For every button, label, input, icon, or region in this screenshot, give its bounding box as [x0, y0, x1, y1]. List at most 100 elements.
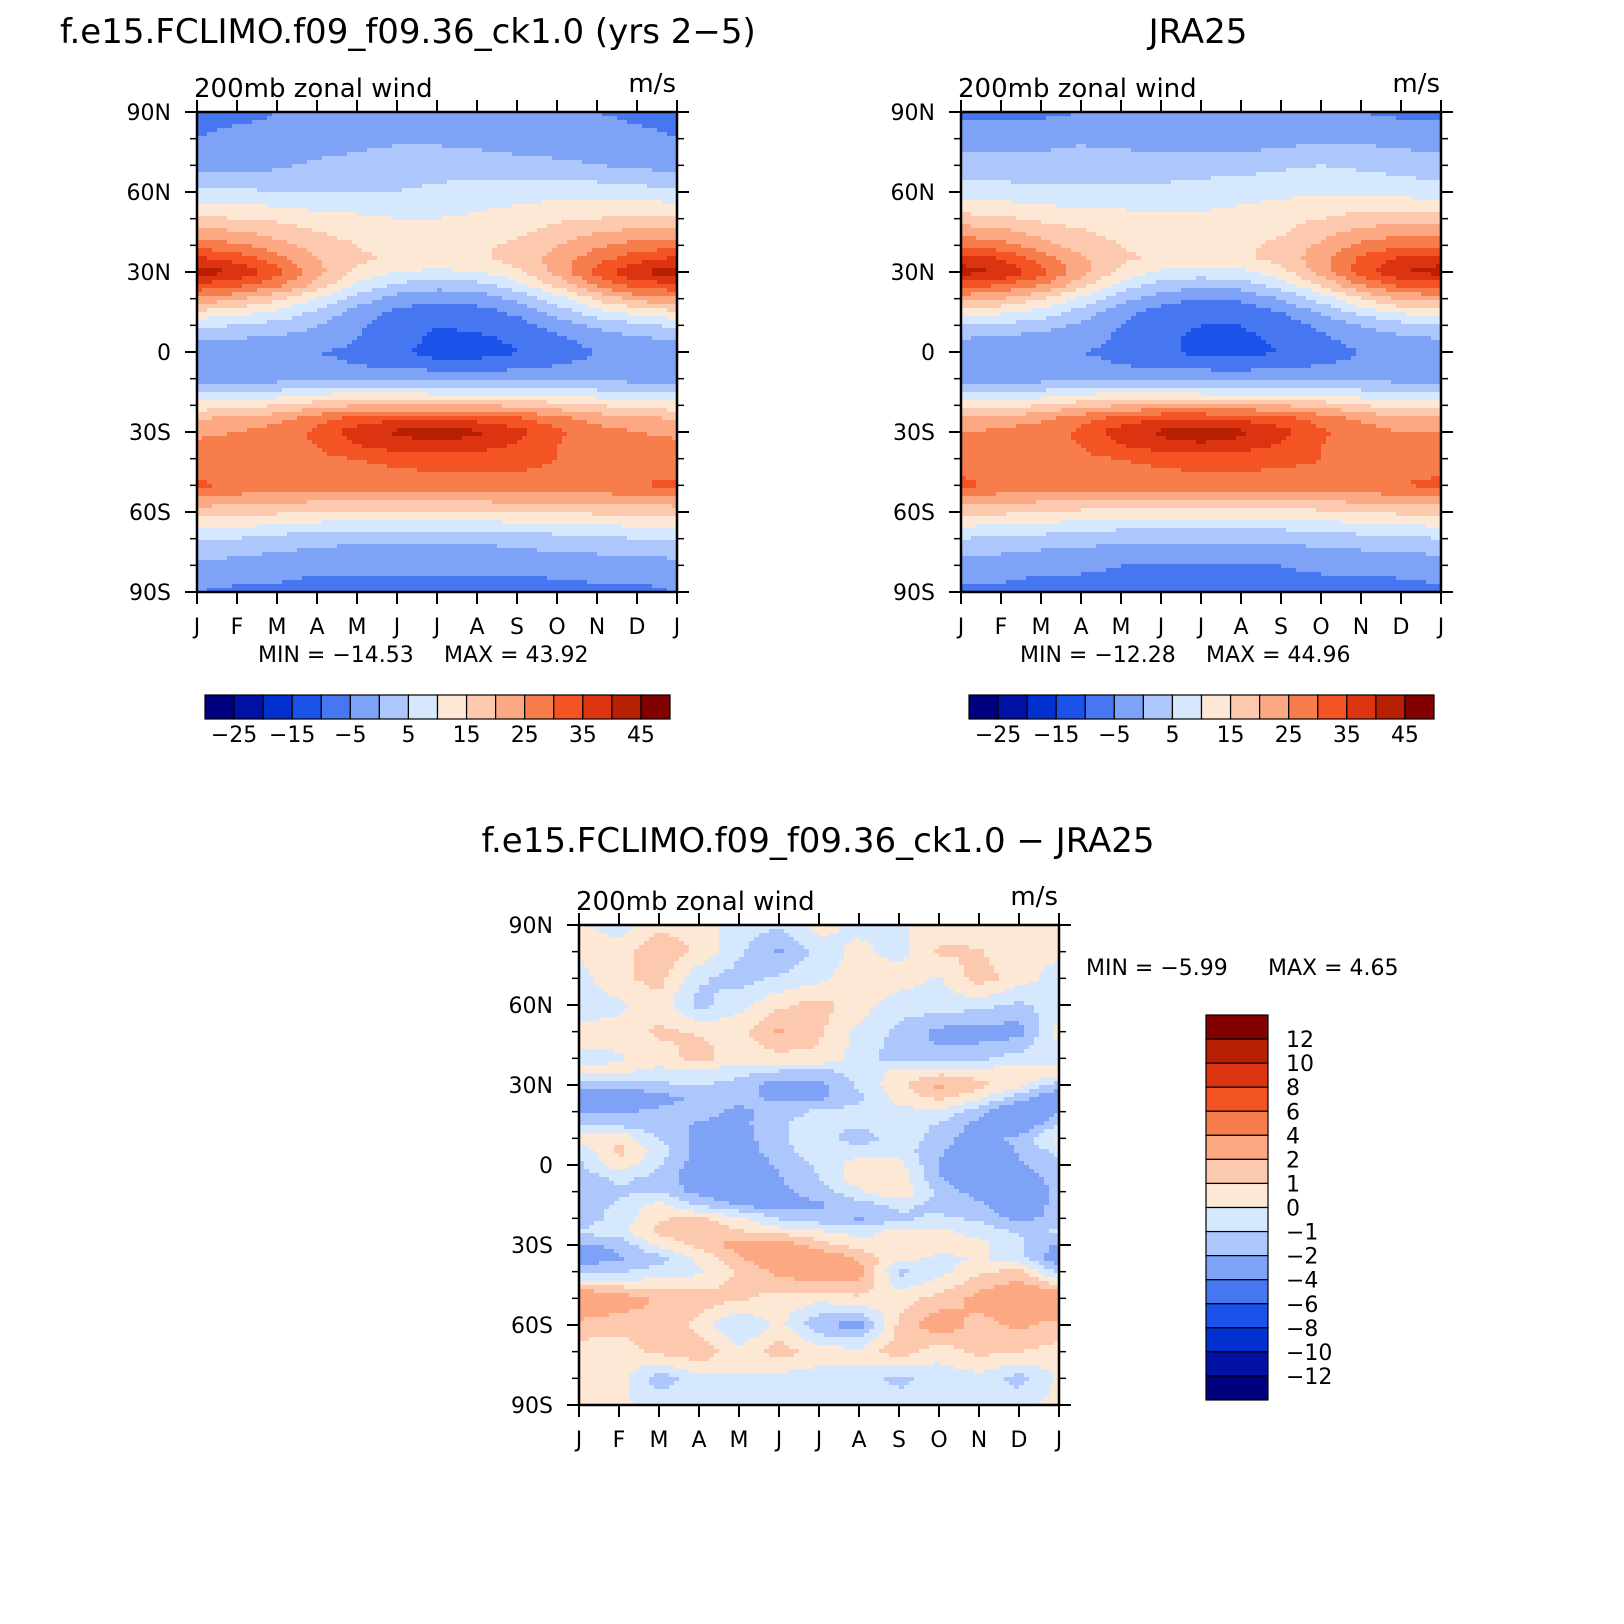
contour-cell [407, 112, 413, 117]
contour-cell [307, 312, 313, 317]
contour-cell [477, 304, 483, 309]
contour-cell [282, 312, 288, 317]
contour-cell [332, 140, 338, 145]
contour-cell [387, 264, 393, 269]
contour-cell [617, 176, 623, 181]
contour-cell [442, 264, 448, 269]
contour-cell [217, 144, 223, 149]
contour-cell [532, 180, 538, 185]
contour-cell [572, 292, 578, 297]
contour-cell [297, 264, 303, 269]
contour-cell [217, 316, 223, 321]
contour-cell [262, 188, 268, 193]
contour-cell [557, 252, 563, 257]
contour-cell [342, 224, 348, 229]
contour-cell [327, 120, 333, 125]
contour-cell [272, 116, 278, 121]
contour-cell [602, 228, 608, 233]
contour-cell [472, 300, 478, 305]
contour-cell [302, 204, 308, 209]
contour-cell [527, 268, 533, 273]
contour-cell [577, 184, 583, 189]
contour-cell [217, 296, 223, 301]
contour-cell [212, 156, 218, 161]
contour-cell [642, 168, 648, 173]
contour-cell [237, 128, 243, 133]
contour-cell [222, 316, 228, 321]
contour-cell [652, 292, 658, 297]
contour-cell [562, 120, 568, 125]
contour-cell [197, 300, 203, 305]
contour-cell [387, 172, 393, 177]
contour-cell [252, 288, 258, 293]
contour-cell [402, 276, 408, 281]
contour-cell [637, 224, 643, 229]
contour-cell [487, 232, 493, 237]
contour-cell [282, 244, 288, 249]
contour-cell [442, 212, 448, 217]
contour-cell [512, 188, 518, 193]
contour-cell [567, 244, 573, 249]
contour-cell [432, 164, 438, 169]
contour-cell [642, 172, 648, 177]
contour-cell [642, 160, 648, 165]
contour-cell [512, 152, 518, 157]
contour-cell [317, 196, 323, 201]
contour-cell [522, 224, 528, 229]
contour-cell [542, 312, 548, 317]
contour-cell [197, 176, 203, 181]
contour-cell [442, 120, 448, 125]
contour-cell [572, 168, 578, 173]
contour-cell [257, 232, 263, 237]
contour-cell [302, 176, 308, 181]
contour-cell [467, 260, 473, 265]
contour-cell [517, 204, 523, 209]
contour-cell [302, 304, 308, 309]
contour-cell [662, 256, 668, 261]
contour-cell [222, 220, 228, 225]
contour-cell [472, 140, 478, 145]
contour-cell [577, 136, 583, 141]
contour-cell [207, 208, 213, 213]
contour-cell [417, 236, 423, 241]
contour-cell [312, 192, 318, 197]
contour-cell [462, 228, 468, 233]
contour-cell [527, 164, 533, 169]
contour-cell [272, 244, 278, 249]
contour-cell [327, 180, 333, 185]
contour-cell [597, 248, 603, 253]
contour-cell [567, 112, 573, 117]
contour-cell [542, 276, 548, 281]
contour-cell [542, 304, 548, 309]
contour-cell [617, 224, 623, 229]
contour-cell [507, 200, 513, 205]
contour-cell [222, 308, 228, 313]
contour-cell [342, 280, 348, 285]
contour-cell [612, 284, 618, 289]
contour-cell [672, 172, 678, 177]
contour-cell [387, 184, 393, 189]
contour-cell [487, 248, 493, 253]
contour-cell [572, 260, 578, 265]
contour-cell [302, 120, 308, 125]
contour-cell [347, 296, 353, 301]
contour-cell [247, 208, 253, 213]
contour-cell [562, 260, 568, 265]
contour-cell [507, 272, 513, 277]
contour-cell [612, 212, 618, 217]
contour-cell [572, 156, 578, 161]
contour-cell [252, 132, 258, 137]
contour-cell [522, 204, 528, 209]
contour-cell [407, 260, 413, 265]
contour-cell [622, 312, 628, 317]
contour-cell [537, 192, 543, 197]
contour-cell [537, 276, 543, 281]
contour-cell [307, 184, 313, 189]
contour-cell [287, 292, 293, 297]
contour-cell [367, 248, 373, 253]
contour-cell [212, 252, 218, 257]
contour-cell [227, 216, 233, 221]
contour-cell [517, 224, 523, 229]
contour-cell [617, 148, 623, 153]
contour-cell [267, 160, 273, 165]
